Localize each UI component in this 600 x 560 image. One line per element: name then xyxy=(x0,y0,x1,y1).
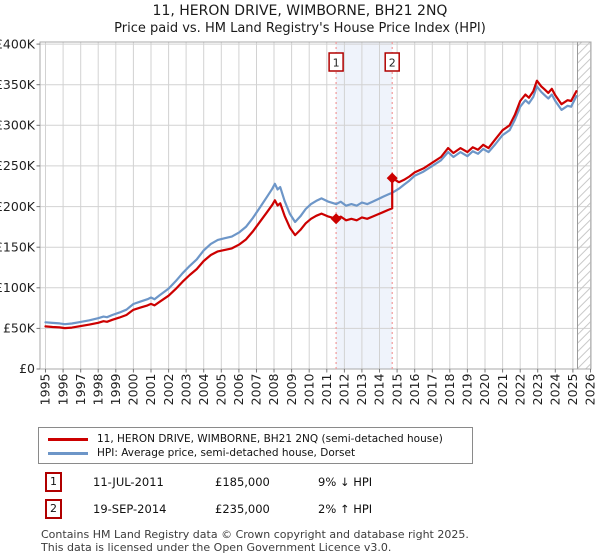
x-axis-tick-label: 2007 xyxy=(249,374,264,406)
x-axis-tick-label: 2003 xyxy=(178,374,193,406)
x-axis-tick-label: 2004 xyxy=(196,373,211,405)
y-axis-tick-label: £150K xyxy=(0,239,36,254)
y-axis-tick-label: £250K xyxy=(0,158,36,173)
sale-number-box xyxy=(328,52,344,72)
sale-number-label: 2 xyxy=(389,57,396,70)
x-axis-tick-label: 2015 xyxy=(389,374,404,406)
x-axis-tick-label: 2000 xyxy=(126,373,141,405)
y-axis-tick-label: £0 xyxy=(19,361,35,376)
x-axis-tick-label: 2010 xyxy=(301,373,316,405)
sale-2-number-badge: 2 xyxy=(45,499,62,519)
x-axis-tick-label: 2006 xyxy=(231,373,246,405)
axis-ticks xyxy=(36,43,591,373)
x-axis-tick-label: 1996 xyxy=(55,373,70,405)
x-axis-tick-label: 2026 xyxy=(583,373,598,405)
x-axis-tick-label: 2019 xyxy=(460,373,475,405)
x-axis-tick-label: 1997 xyxy=(73,374,88,406)
license-line-1: Contains HM Land Registry data © Crown c… xyxy=(41,528,469,541)
x-axis-tick-label: 2023 xyxy=(530,374,545,406)
chart-legend: 11, HERON DRIVE, WIMBORNE, BH21 2NQ (sem… xyxy=(38,427,473,464)
sale-marker-diamond xyxy=(330,213,342,225)
sale-1-hpi-delta: 9% ↓ HPI xyxy=(318,475,373,489)
x-axis-tick-label: 2014 xyxy=(372,373,387,405)
y-axis-tick-label: £100K xyxy=(0,280,36,295)
x-axis-tick-label: 2005 xyxy=(214,374,229,406)
hpi-line xyxy=(44,85,578,326)
sale-1-date: 11-JUL-2011 xyxy=(93,475,164,489)
x-axis-tick-label: 2008 xyxy=(266,373,281,405)
x-axis-tick-label: 2013 xyxy=(354,374,369,406)
future-hatch-region xyxy=(577,42,591,369)
plot-border xyxy=(39,41,592,370)
y-axis-tick-label: £200K xyxy=(0,199,36,214)
x-axis-tick-label: 2025 xyxy=(565,374,580,406)
y-axis-tick-label: £300K xyxy=(0,118,36,133)
page-title: 11, HERON DRIVE, WIMBORNE, BH21 2NQ xyxy=(152,3,448,19)
price-history-line-chart: 1 2 £0 £50K £100K £150K £200K £250K £300K £350K £4… xyxy=(0,36,598,406)
y-axis-tick-label: £400K xyxy=(0,36,36,51)
sale-2-hpi-delta: 2% ↑ HPI xyxy=(318,502,373,516)
legend-item-property: 11, HERON DRIVE, WIMBORNE, BH21 2NQ (sem… xyxy=(48,432,472,446)
sale-annotation-row-2: 2 19-SEP-2014 £235,000 2% ↑ HPI xyxy=(0,499,600,521)
sale-1-number-badge: 1 xyxy=(45,472,62,492)
y-axis-tick-label: £350K xyxy=(0,77,36,92)
x-axis-tick-label: 2020 xyxy=(477,373,492,405)
legend-property-label: 11, HERON DRIVE, WIMBORNE, BH21 2NQ (sem… xyxy=(97,433,443,445)
x-axis-tick-label: 1995 xyxy=(38,374,53,406)
x-axis-tick-label: 1999 xyxy=(108,373,123,405)
x-axis-tick-label: 2021 xyxy=(495,374,510,406)
x-axis-tick-label: 2024 xyxy=(548,373,563,405)
y-axis-tick-label: £50K xyxy=(3,321,36,336)
sale-number-label: 1 xyxy=(333,57,340,70)
license-line-2: This data is licensed under the Open Gov… xyxy=(41,540,392,554)
sale-number-box xyxy=(384,52,400,72)
x-axis-tick-label: 2009 xyxy=(284,373,299,405)
sale-2-date: 19-SEP-2014 xyxy=(93,502,167,516)
license-note: Contains HM Land Registry data © Crown c… xyxy=(41,528,469,554)
x-axis-tick-label: 2012 xyxy=(337,374,352,406)
x-axis-tick-label: 1998 xyxy=(90,373,105,405)
property-line-swatch xyxy=(48,437,88,441)
x-axis-tick-label: 2017 xyxy=(425,374,440,406)
sale-marker-diamond xyxy=(386,172,398,184)
gridlines xyxy=(40,42,591,370)
legend-item-hpi: HPI: Average price, semi-detached house,… xyxy=(48,446,472,460)
x-axis-tick-label: 2022 xyxy=(512,374,527,406)
sale-annotation-row-1: 1 11-JUL-2011 £185,000 9% ↓ HPI xyxy=(0,472,600,494)
x-axis-tick-label: 2011 xyxy=(319,374,334,406)
page-subtitle: Price paid vs. HM Land Registry's House … xyxy=(114,21,486,36)
x-axis-tick-label: 2016 xyxy=(407,373,422,405)
property-price-line xyxy=(44,79,578,330)
x-axis-tick-label: 2018 xyxy=(442,373,457,405)
sale-1-price: £185,000 xyxy=(215,475,270,489)
x-axis-tick-label: 2001 xyxy=(143,374,158,406)
x-axis-tick-label: 2002 xyxy=(161,374,176,406)
legend-hpi-label: HPI: Average price, semi-detached house,… xyxy=(97,447,356,459)
hpi-line-swatch xyxy=(48,451,88,455)
sale-2-price: £235,000 xyxy=(215,502,270,516)
